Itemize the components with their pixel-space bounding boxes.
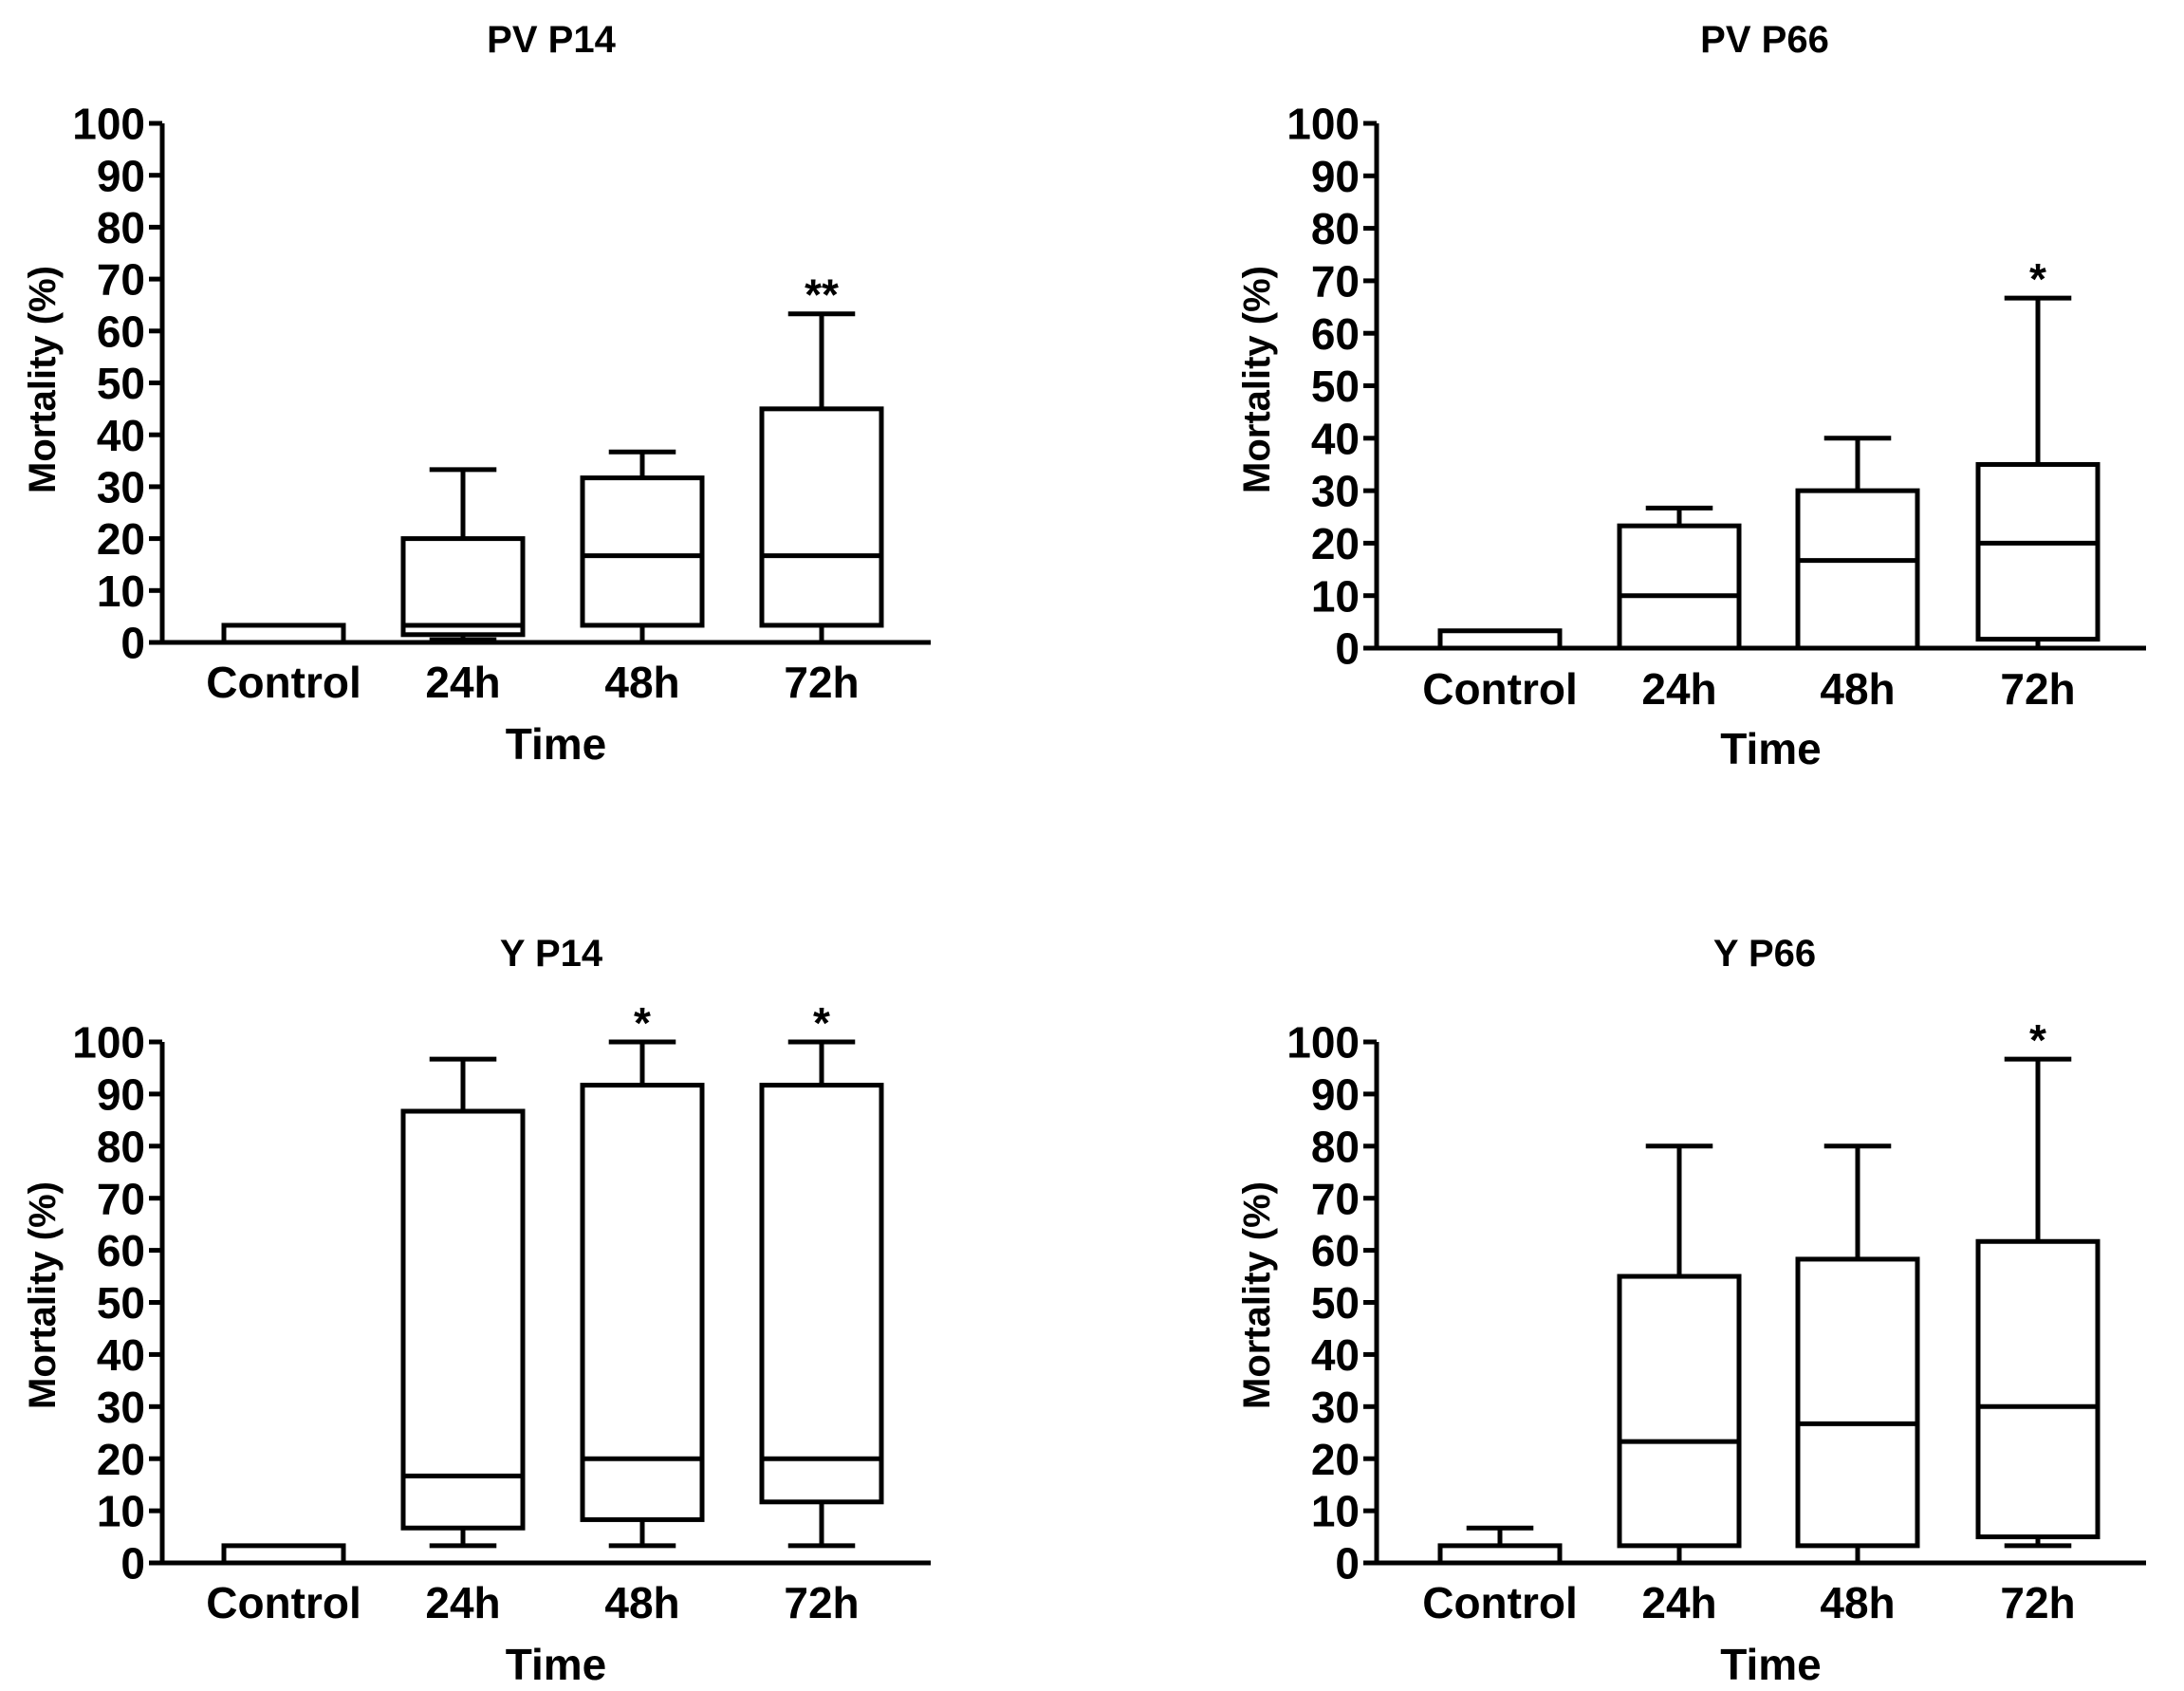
y-axis-label: Mortality (%) bbox=[1236, 1181, 1278, 1409]
x-tick-label: 48h bbox=[604, 658, 679, 707]
y-tick-label: 10 bbox=[1311, 571, 1360, 621]
chart-title: Y P14 bbox=[500, 933, 603, 975]
y-tick-label: 70 bbox=[1311, 1174, 1360, 1223]
x-tick-label: 72h bbox=[2000, 664, 2075, 714]
x-tick-label: 24h bbox=[425, 658, 500, 707]
chart-title: Y P66 bbox=[1713, 933, 1816, 975]
chart-panel: PV P14 Mortality (%) 010203040506070809010… bbox=[22, 19, 931, 769]
y-tick-label: 0 bbox=[120, 619, 145, 668]
x-tick-label: Control bbox=[206, 1578, 361, 1627]
box bbox=[1975, 1238, 2101, 1540]
y-tick-label: 60 bbox=[1311, 309, 1360, 359]
y-tick-label: 60 bbox=[97, 1226, 145, 1275]
y-tick-label: 90 bbox=[1311, 152, 1360, 201]
x-tick-label: Control bbox=[206, 658, 361, 707]
box bbox=[759, 1083, 884, 1505]
y-tick-label: 100 bbox=[1286, 1018, 1360, 1068]
y-tick-label: 20 bbox=[97, 514, 145, 564]
y-tick-label: 70 bbox=[1311, 256, 1360, 306]
y-tick-label: 100 bbox=[1286, 100, 1360, 149]
y-tick-label: 90 bbox=[97, 1069, 145, 1119]
box bbox=[400, 1108, 526, 1531]
x-tick-label: 72h bbox=[784, 1578, 859, 1627]
y-tick-label: 20 bbox=[1311, 519, 1360, 568]
chart-title: PV P66 bbox=[1700, 19, 1829, 61]
y-tick-label: 80 bbox=[97, 1122, 145, 1171]
x-tick-label: 24h bbox=[425, 1578, 500, 1627]
x-axis-label: Time bbox=[1720, 724, 1822, 773]
y-tick-label: 100 bbox=[72, 100, 145, 149]
significance-marker: * bbox=[634, 998, 651, 1048]
y-tick-label: 50 bbox=[97, 1278, 145, 1328]
y-tick-label: 20 bbox=[1311, 1435, 1360, 1484]
box bbox=[1437, 1543, 1563, 1566]
y-tick-label: 30 bbox=[1311, 467, 1360, 516]
chart-panel: Y P14 Mortality (%) 0102030405060708090100… bbox=[22, 933, 931, 1689]
x-tick-label: Control bbox=[1422, 1578, 1578, 1627]
y-tick-label: 50 bbox=[1311, 1278, 1360, 1328]
y-tick-label: 80 bbox=[1311, 204, 1360, 253]
y-tick-label: 50 bbox=[97, 359, 145, 408]
y-axis-label: Mortality (%) bbox=[22, 1181, 64, 1409]
box bbox=[1617, 523, 1742, 651]
x-axis-label: Time bbox=[1720, 1640, 1822, 1689]
y-tick-label: 40 bbox=[97, 1330, 145, 1380]
y-tick-label: 0 bbox=[1335, 624, 1360, 674]
y-tick-label: 40 bbox=[97, 411, 145, 460]
x-tick-label: 24h bbox=[1641, 664, 1716, 714]
y-tick-label: 70 bbox=[97, 1174, 145, 1223]
y-tick-label: 90 bbox=[1311, 1069, 1360, 1119]
y-tick-label: 0 bbox=[1335, 1539, 1360, 1589]
y-tick-label: 20 bbox=[97, 1435, 145, 1484]
y-tick-label: 0 bbox=[120, 1539, 145, 1589]
x-axis-label: Time bbox=[506, 719, 607, 769]
significance-marker: * bbox=[2029, 254, 2046, 304]
box bbox=[1617, 1273, 1742, 1549]
x-tick-label: 48h bbox=[1820, 664, 1895, 714]
box bbox=[221, 1543, 346, 1566]
y-tick-label: 30 bbox=[1311, 1383, 1360, 1432]
y-tick-label: 100 bbox=[72, 1018, 145, 1068]
x-axis-label: Time bbox=[506, 1640, 607, 1689]
significance-marker: ** bbox=[805, 270, 839, 320]
y-tick-label: 30 bbox=[97, 462, 145, 511]
y-tick-label: 60 bbox=[97, 307, 145, 356]
chart-panel: Y P66 Mortality (%) 0102030405060708090100… bbox=[1236, 933, 2146, 1689]
y-tick-label: 10 bbox=[97, 567, 145, 616]
y-tick-label: 70 bbox=[97, 255, 145, 305]
y-tick-label: 10 bbox=[1311, 1487, 1360, 1536]
significance-marker: * bbox=[813, 998, 830, 1048]
box bbox=[400, 536, 526, 638]
box bbox=[580, 1083, 705, 1522]
box bbox=[759, 406, 884, 628]
x-tick-label: 72h bbox=[784, 658, 859, 707]
y-tick-label: 80 bbox=[97, 203, 145, 252]
significance-marker: * bbox=[2029, 1015, 2046, 1065]
y-tick-label: 90 bbox=[97, 151, 145, 200]
x-tick-label: 72h bbox=[2000, 1578, 2075, 1627]
box bbox=[221, 623, 346, 645]
box bbox=[1437, 628, 1563, 651]
y-axis-label: Mortality (%) bbox=[1236, 266, 1278, 493]
x-tick-label: 24h bbox=[1641, 1578, 1716, 1627]
x-tick-label: 48h bbox=[1820, 1578, 1895, 1627]
y-tick-label: 40 bbox=[1311, 1330, 1360, 1380]
x-tick-label: 48h bbox=[604, 1578, 679, 1627]
y-axis-label: Mortality (%) bbox=[22, 266, 64, 493]
y-tick-label: 30 bbox=[97, 1383, 145, 1432]
y-tick-label: 10 bbox=[97, 1487, 145, 1536]
x-tick-label: Control bbox=[1422, 664, 1578, 714]
chart-title: PV P14 bbox=[487, 19, 616, 61]
y-tick-label: 60 bbox=[1311, 1226, 1360, 1275]
box bbox=[1795, 488, 1920, 651]
y-tick-label: 40 bbox=[1311, 414, 1360, 463]
box bbox=[1795, 1256, 1920, 1549]
y-tick-label: 80 bbox=[1311, 1122, 1360, 1171]
box bbox=[1975, 461, 2101, 642]
y-tick-label: 50 bbox=[1311, 362, 1360, 411]
box bbox=[580, 475, 705, 628]
chart-panel: PV P66 Mortality (%) 010203040506070809010… bbox=[1236, 19, 2146, 773]
